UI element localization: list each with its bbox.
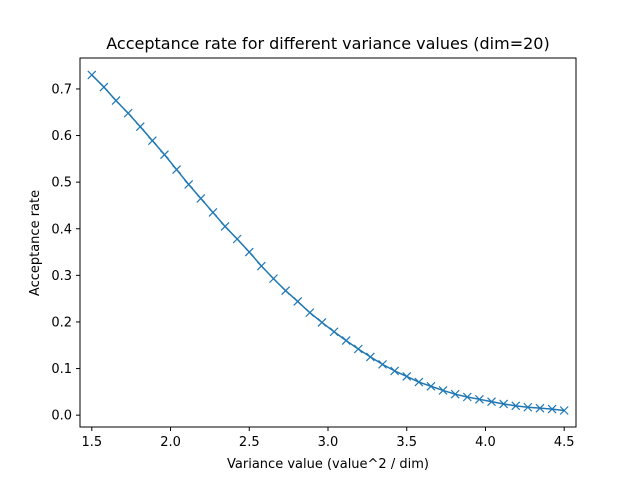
data-point-marker [353,344,363,354]
data-point-marker [426,381,436,391]
x-axis: 1.5 2.0 2.5 3.0 3.5 4.0 4.5 [81,427,575,450]
data-point-marker [244,247,254,257]
data-point-marker [172,165,182,174]
x-tick-label: 2.5 [239,435,260,450]
data-point-marker [402,372,412,381]
y-tick-label: 0.5 [51,176,72,191]
data-point-marker [547,404,557,414]
data-point-marker [256,261,266,271]
data-point-marker [438,386,448,395]
data-point-marker [111,96,121,106]
data-point-marker [523,402,533,412]
data-point-marker [462,392,472,402]
data-point-marker [317,317,327,327]
y-tick-label: 0.4 [51,222,72,237]
data-point-marker [123,108,133,118]
data-point-marker [390,366,400,376]
data-point-marker [487,397,496,407]
data-point-marker [160,150,169,160]
data-point-marker [196,194,206,203]
x-tick-label: 2.0 [160,435,181,450]
data-point-marker [329,327,339,337]
data-point-marker [232,234,242,244]
data-point-marker [305,308,315,318]
y-tick-label: 0.3 [51,269,72,284]
x-tick-label: 3.0 [318,435,339,450]
data-point-marker [365,352,375,362]
chart-title: Acceptance rate for different variance v… [106,34,549,53]
x-tick-label: 1.5 [81,435,102,450]
data-point-marker [378,359,387,369]
y-tick-label: 0.7 [51,82,72,97]
y-tick-label: 0.0 [51,409,72,424]
data-point-marker [184,180,194,189]
y-tick-label: 0.2 [51,315,72,330]
data-point-marker [269,274,278,284]
data-point-marker [474,394,484,404]
data-point-marker [208,208,218,217]
x-tick-label: 3.5 [396,435,417,450]
y-axis-label: Acceptance rate [28,190,43,296]
x-axis-label: Variance value (value^2 / dim) [227,457,429,472]
data-point-marker [559,406,569,415]
data-point-marker [414,377,424,387]
data-point-marker [499,399,509,409]
y-tick-label: 0.6 [51,129,72,144]
y-tick-label: 0.1 [51,362,72,377]
data-point-marker [511,401,521,411]
y-axis: 0.0 0.1 0.2 0.3 0.4 0.5 0.6 0.7 [51,82,80,424]
data-point-marker [135,122,145,132]
data-point-marker [87,70,97,80]
data-point-marker [147,136,157,146]
plot-area [87,70,569,415]
data-point-marker [99,82,109,92]
data-point-marker [535,403,545,413]
data-point-marker [281,286,291,296]
data-point-marker [220,221,230,231]
data-point-marker [450,389,460,399]
series-line [91,74,565,412]
data-point-marker [341,336,351,346]
x-tick-label: 4.0 [475,435,496,450]
x-tick-label: 4.5 [554,435,575,450]
data-point-marker [293,297,303,306]
